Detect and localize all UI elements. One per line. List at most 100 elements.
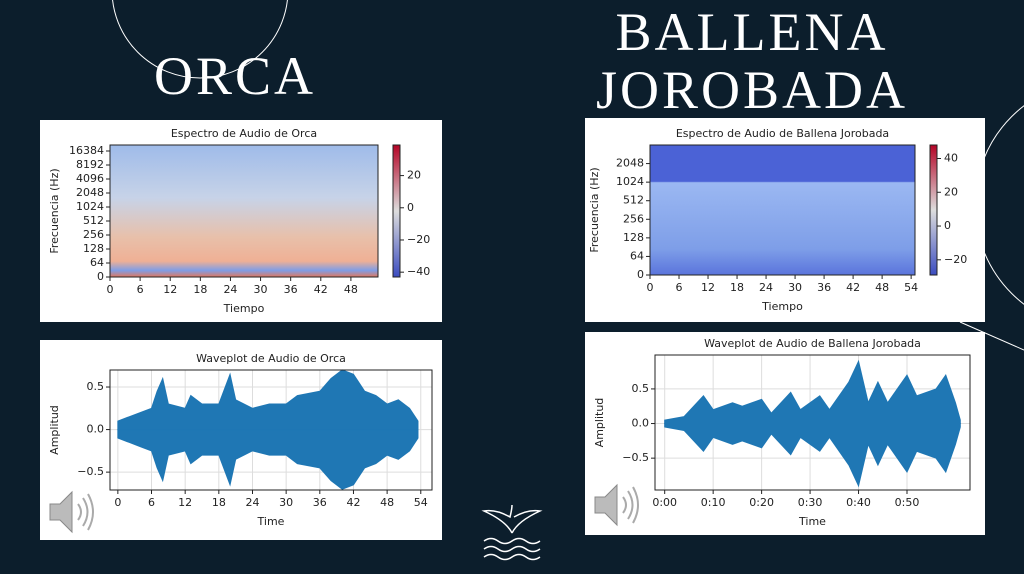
y-tick-label: 0.0: [632, 417, 650, 430]
x-tick-label: 0:30: [798, 496, 823, 509]
plot-frame: [109, 369, 433, 491]
plot-frame: [649, 144, 916, 276]
colorbar-tick-label: −40: [407, 265, 430, 278]
y-tick-label: 512: [623, 194, 644, 207]
x-tick-label: 24: [759, 281, 773, 294]
y-tick-label: 2048: [76, 186, 104, 199]
y-axis-label: Frecuencia (Hz): [588, 167, 601, 252]
x-tick-label: 42: [346, 496, 360, 509]
x-tick-label: 12: [178, 496, 192, 509]
x-tick-label: 48: [344, 283, 358, 296]
x-tick-label: 24: [245, 496, 259, 509]
x-tick-label: 30: [254, 283, 268, 296]
title-orca: ORCA: [154, 46, 316, 106]
waveform-lower: [664, 423, 961, 488]
x-tick-label: 18: [730, 281, 744, 294]
y-axis-label: Amplitud: [48, 405, 61, 455]
waveform-upper: [117, 369, 419, 431]
speaker-icon: [49, 490, 94, 534]
x-tick-label: 0:10: [701, 496, 726, 509]
y-tick-label: 0: [97, 270, 104, 283]
x-tick-label: 6: [148, 496, 155, 509]
x-tick-label: 54: [414, 496, 428, 509]
chart-title: Waveplot de Audio de Orca: [196, 352, 346, 365]
x-tick-label: 42: [314, 283, 328, 296]
colorbar: [929, 144, 938, 276]
y-tick-label: 0.0: [87, 423, 105, 436]
x-tick-label: 36: [313, 496, 327, 509]
x-tick-label: 24: [223, 283, 237, 296]
x-tick-label: 30: [788, 281, 802, 294]
x-tick-label: 12: [163, 283, 177, 296]
y-tick-label: 1024: [616, 175, 644, 188]
x-tick-label: 36: [817, 281, 831, 294]
x-tick-label: 48: [380, 496, 394, 509]
title-ballena: BALLENA: [616, 2, 889, 62]
x-tick-label: 0:00: [652, 496, 677, 509]
x-tick-label: 18: [193, 283, 207, 296]
y-tick-label: 4096: [76, 172, 104, 185]
x-axis-label: Tiempo: [223, 302, 265, 315]
waveform-lower: [117, 429, 419, 490]
colorbar-tick-label: 0: [944, 219, 951, 232]
decor-line: [959, 321, 1024, 351]
whale-tail-icon: [481, 504, 543, 561]
charts: Espectro de Audio de Orca Tiempo Frecuenci…: [40, 118, 985, 540]
x-tick-label: 12: [701, 281, 715, 294]
title-jorobada: JOROBADA: [596, 60, 908, 120]
y-tick-label: 64: [90, 256, 104, 269]
x-tick-label: 0:40: [846, 496, 871, 509]
y-tick-label: 0.5: [87, 380, 105, 393]
x-tick-label: 54: [904, 281, 918, 294]
x-tick-label: 36: [284, 283, 298, 296]
colorbar-tick-label: 20: [407, 169, 421, 182]
y-tick-label: 8192: [76, 158, 104, 171]
y-tick-label: 512: [83, 214, 104, 227]
colorbar-tick-label: −20: [407, 233, 430, 246]
waveform-upper: [664, 359, 961, 425]
y-tick-label: 1024: [76, 200, 104, 213]
y-tick-label: 0.5: [632, 382, 650, 395]
x-tick-label: 0: [114, 496, 121, 509]
y-tick-label: 256: [623, 212, 644, 225]
colorbar: [392, 144, 401, 278]
x-tick-label: 6: [676, 281, 683, 294]
y-tick-label: 64: [630, 249, 644, 262]
x-tick-label: 0:50: [895, 496, 920, 509]
y-tick-label: 2048: [616, 157, 644, 170]
x-axis-label: Time: [257, 515, 285, 528]
y-tick-label: −0.5: [622, 451, 649, 464]
x-axis-label: Time: [798, 515, 826, 528]
y-tick-label: 16384: [69, 144, 104, 157]
x-tick-label: 48: [875, 281, 889, 294]
spectrogram-image: [650, 145, 915, 275]
colorbar-tick-label: 0: [407, 201, 414, 214]
y-tick-label: 256: [83, 228, 104, 241]
plot-frame: [109, 144, 379, 278]
speaker-icon: [594, 483, 639, 527]
x-tick-label: 0:20: [749, 496, 774, 509]
x-tick-label: 30: [279, 496, 293, 509]
colorbar-tick-label: −20: [944, 253, 967, 266]
plot-frame: [654, 354, 971, 491]
y-axis-label: Frecuencia (Hz): [48, 168, 61, 253]
y-axis-label: Amplitud: [593, 398, 606, 448]
colorbar-tick-label: 20: [944, 185, 958, 198]
y-tick-label: −0.5: [77, 465, 104, 478]
x-tick-label: 6: [137, 283, 144, 296]
x-axis-label: Tiempo: [761, 300, 803, 313]
colorbar-tick-label: 40: [944, 152, 958, 165]
chart-title: Espectro de Audio de Orca: [171, 127, 317, 140]
chart-title: Espectro de Audio de Ballena Jorobada: [676, 127, 889, 140]
y-tick-label: 128: [83, 242, 104, 255]
x-tick-label: 0: [107, 283, 114, 296]
spectrogram-image: [110, 145, 378, 277]
y-tick-label: 128: [623, 231, 644, 244]
y-tick-label: 0: [637, 268, 644, 281]
x-tick-label: 18: [212, 496, 226, 509]
decor-arc: [112, 0, 288, 79]
x-tick-label: 0: [647, 281, 654, 294]
chart-title: Waveplot de Audio de Ballena Jorobada: [704, 337, 921, 350]
x-tick-label: 42: [846, 281, 860, 294]
